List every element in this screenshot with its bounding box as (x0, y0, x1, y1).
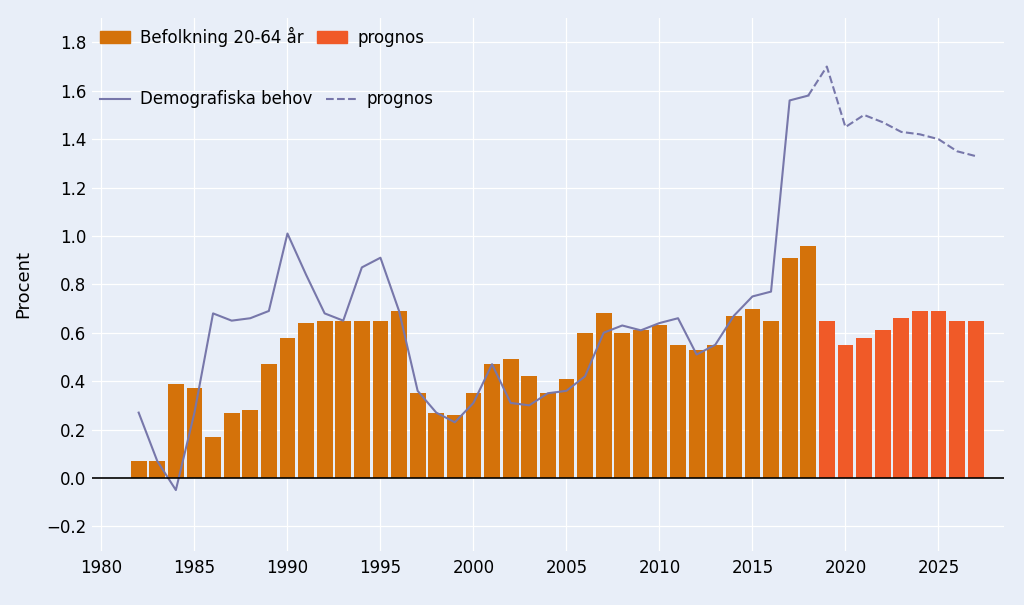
Bar (968, 321, 983, 478)
Bar (856, 338, 871, 478)
Bar (243, 410, 258, 478)
Bar (801, 246, 816, 478)
Bar (261, 364, 276, 478)
Bar (614, 333, 630, 478)
Bar (874, 330, 891, 478)
Bar (354, 321, 370, 478)
Bar (298, 323, 314, 478)
Bar (168, 384, 183, 478)
Bar (744, 309, 761, 478)
Bar (819, 321, 835, 478)
Bar (838, 345, 853, 478)
Bar (391, 311, 407, 478)
Bar (466, 393, 481, 478)
Bar (708, 345, 723, 478)
Bar (150, 461, 165, 478)
Bar (205, 437, 221, 478)
Bar (131, 461, 146, 478)
Bar (949, 321, 965, 478)
Bar (186, 388, 203, 478)
Bar (893, 318, 909, 478)
Bar (280, 338, 295, 478)
Bar (689, 350, 705, 478)
Bar (316, 321, 333, 478)
Bar (446, 415, 463, 478)
Bar (540, 393, 556, 478)
Bar (484, 364, 500, 478)
Bar (578, 333, 593, 478)
Bar (651, 325, 668, 478)
Y-axis label: Procent: Procent (14, 250, 33, 318)
Bar (373, 321, 388, 478)
Bar (224, 413, 240, 478)
Bar (633, 330, 649, 478)
Bar (912, 311, 928, 478)
Bar (763, 321, 779, 478)
Legend: Demografiska behov, prognos: Demografiska behov, prognos (100, 90, 433, 108)
Bar (726, 316, 741, 478)
Bar (521, 376, 538, 478)
Bar (931, 311, 946, 478)
Bar (503, 359, 518, 478)
Bar (428, 413, 444, 478)
Bar (335, 321, 351, 478)
Bar (558, 379, 574, 478)
Bar (670, 345, 686, 478)
Bar (596, 313, 611, 478)
Bar (410, 393, 426, 478)
Bar (781, 258, 798, 478)
